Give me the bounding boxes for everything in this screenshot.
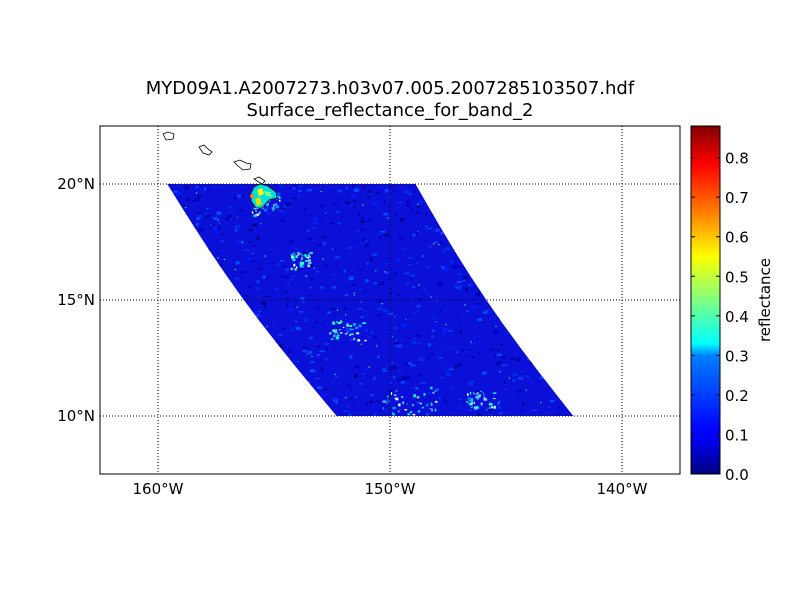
big-island-reflectance — [250, 188, 272, 206]
colorbar-tick-label: 0.6 — [725, 229, 749, 247]
colorbar-tick-label: 0.7 — [725, 189, 749, 207]
colorbar-tick-label: 0.5 — [725, 268, 749, 286]
kauai-coastline — [162, 131, 175, 141]
longitude-label: 160°W — [133, 480, 184, 498]
colorbar-tick-label: 0.1 — [725, 426, 749, 444]
latitude-label: 20°N — [57, 175, 95, 193]
colorbar — [690, 125, 721, 475]
figure-title-filename: MYD09A1.A2007273.h03v07.005.200728510350… — [145, 78, 635, 99]
map-gridlines — [100, 126, 680, 474]
colorbar-tick-label: 0.0 — [725, 466, 749, 484]
latitude-label: 10°N — [57, 407, 95, 425]
colorbar-label: reflectance — [756, 258, 774, 342]
latitude-label: 15°N — [57, 291, 95, 309]
map-frame — [99, 125, 681, 475]
colorbar-tick-label: 0.3 — [725, 347, 749, 365]
longitude-label: 140°W — [597, 480, 648, 498]
colorbar-tick-label: 0.2 — [725, 387, 749, 405]
figure-title-dataset: Surface_reflectance_for_band_2 — [246, 100, 534, 121]
oahu-coastline — [198, 144, 213, 156]
molokai-coastline — [233, 159, 252, 171]
colorbar-tick-label: 0.4 — [725, 308, 749, 326]
longitude-labels: 160°W 150°W 140°W — [133, 480, 648, 498]
latitude-labels: 10°N 15°N 20°N — [57, 175, 95, 425]
colorbar-tick-label: 0.8 — [725, 150, 749, 168]
colorbar-ticks: 0.0 0.1 0.2 0.3 0.4 0.5 0.6 0.7 0.8 — [691, 150, 749, 484]
longitude-label: 150°W — [365, 480, 416, 498]
maui-coastline — [253, 176, 266, 185]
